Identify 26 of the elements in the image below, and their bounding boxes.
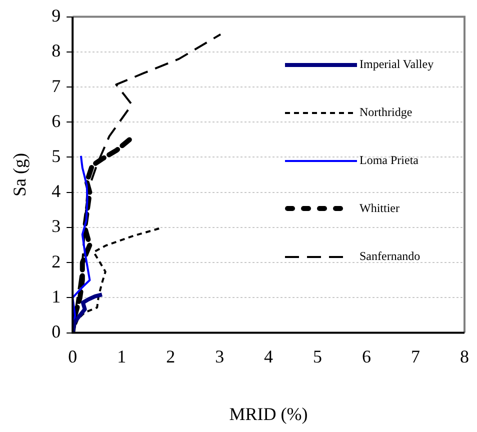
x-tick-label: 7 [411,346,420,366]
y-tick-label: 1 [52,286,61,306]
legend-label: Whittier [360,201,400,216]
x-tick-label: 1 [117,346,126,366]
y-tick-label: 9 [52,6,61,26]
y-tick-label: 2 [52,251,61,272]
legend-label: Loma Prieta [360,153,418,168]
x-tick-label: 5 [313,346,322,366]
y-tick-label: 0 [52,322,61,342]
legend-label: Imperial Valley [360,57,434,72]
y-tick-label: 6 [52,110,61,131]
x-axis-title: MRID (%) [229,404,308,424]
y-tick-label: 4 [52,181,61,202]
y-tick-label: 3 [52,216,61,236]
x-tick-label: 2 [166,346,176,366]
x-tick-label: 4 [264,346,274,366]
x-tick-label: 6 [362,346,372,366]
y-axis-title: Sa (g) [10,153,30,197]
x-tick-label: 8 [460,346,469,366]
x-tick-label: 0 [68,346,78,366]
y-tick-label: 7 [52,76,61,96]
x-tick-label: 3 [215,346,224,366]
legend-label: Northridge [360,105,412,120]
legend-label: Sanfernando [360,249,420,264]
y-tick-label: 5 [52,146,61,166]
y-tick-label: 8 [52,40,61,61]
